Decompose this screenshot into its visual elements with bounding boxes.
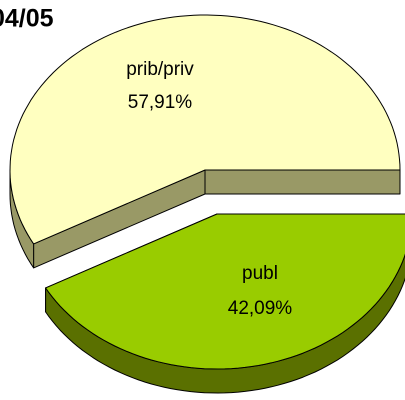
value-label: 42,09% (228, 298, 293, 319)
slice-top (9, 14, 401, 245)
slice-side (204, 169, 401, 195)
slice-top (45, 213, 405, 370)
slice (45, 213, 405, 394)
value-label: 57,91% (128, 92, 193, 113)
slice-label: prib/priv (126, 59, 194, 80)
slice (9, 14, 401, 269)
slice-label: publ (242, 263, 278, 284)
chart-title: 04/05 (0, 5, 54, 33)
